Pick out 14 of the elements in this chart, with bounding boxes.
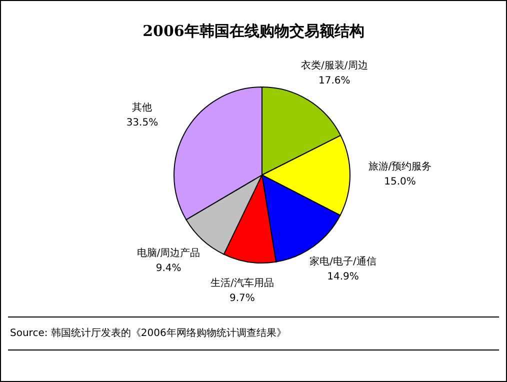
data-label: 9.7% [229, 292, 255, 304]
chart-title: 2006年韩国在线购物交易额结构 [142, 22, 364, 40]
slice-label: 其他 [132, 101, 152, 114]
slice-label: 生活/汽车用品 [210, 276, 274, 289]
data-label: 17.6% [318, 76, 350, 87]
data-label: 9.4% [156, 262, 182, 274]
data-label: 14.9% [327, 272, 359, 283]
slice-label: 电脑/周边产品 [136, 246, 200, 259]
slice-label: 旅游/预约服务 [368, 160, 432, 173]
slice-label: 家电/电子/通信 [310, 256, 376, 268]
slice-label: 衣类/服装/周边 [301, 60, 368, 72]
source-note: Source: 韩国统计厅发表的《2006年网络购物统计调查结果》 [10, 327, 286, 339]
data-label: 33.5% [126, 117, 158, 128]
data-label: 15.0% [384, 176, 416, 188]
